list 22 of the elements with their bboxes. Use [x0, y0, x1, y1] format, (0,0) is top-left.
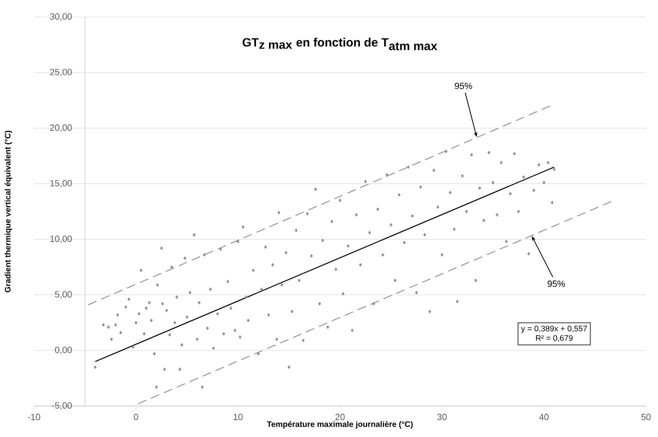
y-tick-label: -5,00 [52, 402, 72, 410]
y-tick-label: 25,00 [50, 68, 72, 76]
y-tick-label: 10,00 [50, 236, 72, 243]
y-tick-label: 5,00 [55, 291, 72, 299]
x-tick-label: 30 [437, 414, 447, 420]
text: $\textbf{GT}_{\textbf{z max}}\textbf{ en fonction de T}_{\textbf{atm max}}$ [242, 38, 438, 50]
x-axis-title: Température maximale journalière (°C) [266, 421, 413, 429]
annotation: 95% [454, 82, 472, 90]
y-tick-label: 15,00 [50, 180, 72, 188]
annotation: y = 0,389x + 0,557 [521, 326, 587, 333]
y-tick-label: 0,00 [55, 346, 72, 354]
annotation: R² = 0,679 [536, 335, 573, 342]
y-tick-label: 20,00 [50, 124, 72, 132]
x-tick-label: 0 [134, 414, 138, 420]
y-tick-label: 30,00 [50, 13, 72, 21]
x-tick-label: 20 [335, 414, 345, 420]
x-tick-label: 50 [641, 414, 651, 420]
annotation: 95% [548, 280, 565, 287]
x-tick-label: 40 [539, 414, 549, 420]
x-tick-label: -10 [28, 414, 40, 420]
x-tick-label: 10 [234, 414, 243, 420]
y-axis-title: Gradient thermique vertical équivalent (°C) [4, 130, 12, 292]
